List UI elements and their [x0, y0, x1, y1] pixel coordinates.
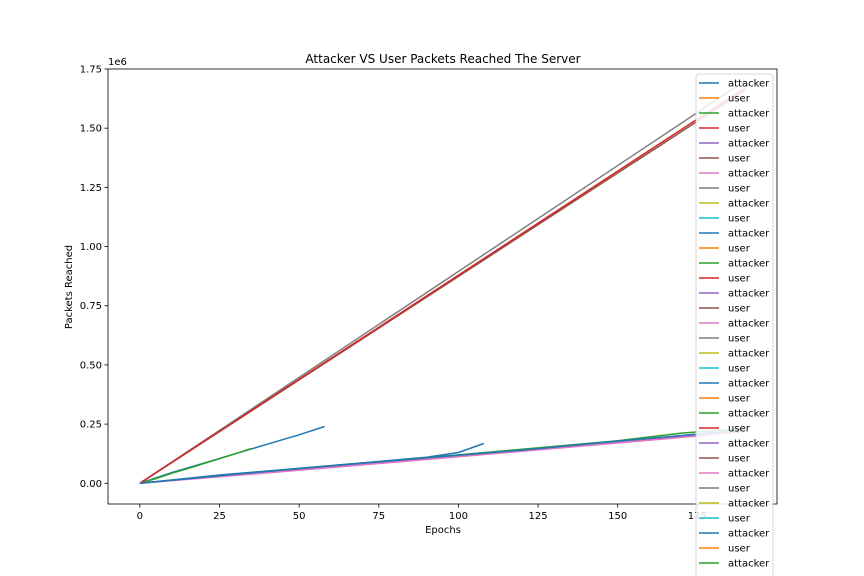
legend-box: [695, 73, 774, 576]
legend-entry-user: user: [728, 214, 751, 225]
legend-entry-user: user: [728, 394, 751, 405]
y-tick-label: 1.00: [80, 242, 102, 253]
y-tick-label: 1.75: [80, 65, 102, 76]
legend-entry-user: user: [728, 454, 751, 465]
legend-entry-user: user: [728, 94, 751, 105]
legend-entry-user: user: [728, 424, 751, 435]
series-line-attacker-2: [139, 447, 252, 485]
legend-entry-user: user: [728, 514, 751, 525]
y-tick-label: 0.75: [80, 301, 102, 312]
y-tick-label: 1.25: [80, 183, 102, 194]
y-axis-offset-label: 1e6: [108, 57, 127, 68]
y-axis-ticks: 0.00 0.25 0.50 0.75 1.00 1.25 1.50 1.75: [80, 65, 108, 490]
y-tick-label: 0.50: [80, 360, 102, 371]
x-tick-label: 50: [293, 511, 306, 522]
legend-entry-user: user: [728, 364, 751, 375]
series-line-attacker-11: [139, 429, 746, 485]
legend-entry-attacker: attacker: [728, 529, 770, 540]
legend-entry-user: user: [728, 274, 751, 285]
legend-entry-user: user: [728, 574, 751, 576]
series-line-user-5: [139, 80, 746, 484]
legend-entry-attacker: attacker: [728, 109, 770, 120]
legend-entry-attacker: attacker: [728, 199, 770, 210]
legend-entry-attacker: attacker: [728, 79, 770, 90]
y-axis-label: Packets Reached: [64, 245, 75, 329]
legend-entry-user: user: [728, 544, 751, 555]
legend-entry-attacker: attacker: [728, 229, 770, 240]
legend-entry-attacker: attacker: [728, 289, 770, 300]
legend-entry-attacker: attacker: [728, 259, 770, 270]
plot-area: [139, 80, 746, 485]
legend-entry-attacker: attacker: [728, 409, 770, 420]
legend-entry-user: user: [728, 484, 751, 495]
legend: attacker user attacker user attacker user atta…: [695, 73, 774, 576]
legend-entry-attacker: attacker: [728, 349, 770, 360]
legend-entry-attacker: attacker: [728, 139, 770, 150]
x-tick-label: 0: [137, 511, 143, 522]
legend-entry-user: user: [728, 244, 751, 255]
y-tick-label: 1.50: [80, 124, 102, 135]
y-tick-label: 0.00: [80, 479, 102, 490]
legend-entry-user: user: [728, 154, 751, 165]
legend-entry-user: user: [728, 334, 751, 345]
axes-frame: [107, 68, 778, 505]
x-tick-label: 125: [529, 511, 548, 522]
legend-entry-attacker: attacker: [728, 499, 770, 510]
y-tick-label: 0.25: [80, 420, 102, 431]
x-tick-label: 25: [213, 511, 226, 522]
legend-entry-attacker: attacker: [728, 559, 770, 570]
legend-entry-user: user: [728, 124, 751, 135]
x-tick-label: 100: [449, 511, 468, 522]
legend-entry-attacker: attacker: [728, 169, 770, 180]
legend-entry-attacker: attacker: [728, 379, 770, 390]
legend-entry-attacker: attacker: [728, 319, 770, 330]
chart-title: Attacker VS User Packets Reached The Ser…: [305, 52, 580, 66]
legend-entry-attacker: attacker: [728, 469, 770, 480]
x-tick-label: 75: [372, 511, 385, 522]
series-line-user-6: [139, 87, 746, 484]
legend-entry-attacker: attacker: [728, 439, 770, 450]
legend-entry-user: user: [728, 184, 751, 195]
x-tick-label: 150: [608, 511, 627, 522]
x-axis-label: Epochs: [425, 525, 461, 536]
legend-entry-user: user: [728, 304, 751, 315]
series-line-attacker-10: [139, 430, 746, 485]
